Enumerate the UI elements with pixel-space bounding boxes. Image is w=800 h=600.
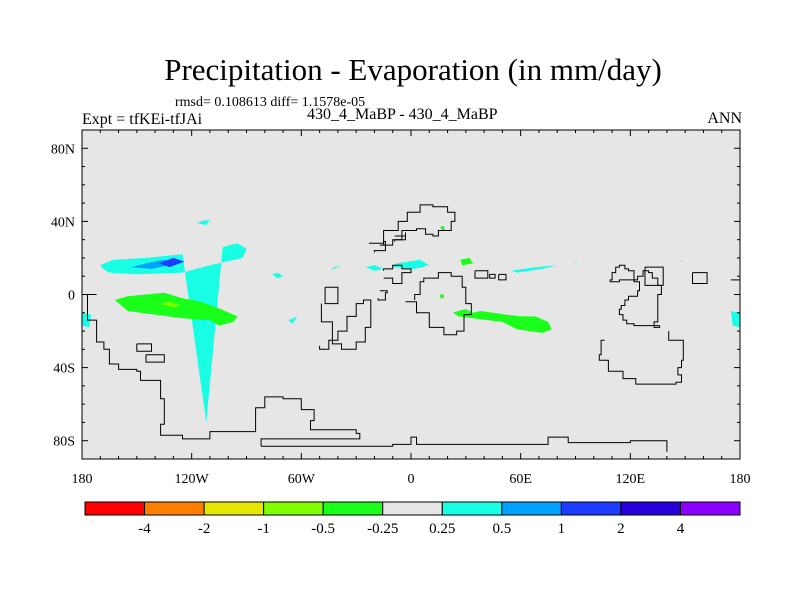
- colorbar-box-0: [84, 501, 146, 516]
- continent-outline-18: [692, 272, 708, 284]
- continent-outline-12: [369, 241, 386, 253]
- anomaly-region-5: [365, 265, 384, 271]
- colorbar-label-4: -0.25: [367, 521, 398, 537]
- anomaly-region-8: [197, 219, 210, 225]
- anomaly-region-4: [330, 265, 342, 271]
- anomaly-region-0: [100, 243, 247, 423]
- colorbar-box-8: [560, 501, 622, 516]
- continent-outline-8: [136, 343, 152, 352]
- anomaly-region-3: [272, 272, 284, 279]
- colorbar-box-1: [144, 501, 205, 516]
- colorbar-box-7: [501, 501, 562, 516]
- colorbar-label-6: 0.5: [492, 521, 511, 537]
- axis-ticks: 180 120W 60W 0 60E 120E 180 80N 40N 0 40S 80S: [51, 130, 751, 487]
- anomaly-region-17: [440, 226, 445, 231]
- anomaly-region-7: [288, 316, 298, 324]
- anomaly-region-9: [511, 265, 558, 273]
- continent-outline-15: [489, 273, 496, 279]
- anomaly-region-16: [460, 257, 474, 266]
- continent-outline-17: [644, 266, 664, 286]
- rmsd-diff-stats: rmsd= 0.108613 diff= 1.1578e-05: [175, 95, 366, 110]
- continent-outline-9: [145, 354, 165, 363]
- continent-outline-1: [261, 436, 668, 452]
- continent-outline-13: [394, 232, 406, 242]
- continent-outline-5: [405, 272, 472, 336]
- anomaly-region-11: [679, 259, 684, 262]
- anomaly-region-19: [453, 309, 552, 333]
- y-tick-label-0: 80N: [51, 142, 75, 157]
- anomaly-fills: [82, 219, 740, 423]
- colorbar-label-8: 2: [617, 521, 625, 537]
- colorbar-box-4: [322, 501, 384, 516]
- anomaly-region-15: [158, 301, 181, 308]
- continent-outline-0: [87, 294, 361, 447]
- anomaly-region-10: [573, 261, 578, 264]
- colorbar-box-9: [620, 501, 681, 516]
- colorbar-label-0: -4: [138, 521, 151, 537]
- map-background: [82, 130, 740, 459]
- continent-outline-11: [379, 204, 456, 246]
- x-tick-label-0: 180: [72, 472, 93, 487]
- y-tick-label-4: 80S: [53, 435, 75, 450]
- x-tick-label-1: 120W: [175, 472, 210, 487]
- colorbar-label-5: 0.25: [429, 521, 455, 537]
- x-tick-label-6: 180: [730, 472, 751, 487]
- anomaly-region-13: [730, 311, 740, 328]
- colorbar: -4 -2 -1 -0.5 -0.25 0.25 0.5 1 2 4: [84, 501, 741, 537]
- continent-outline-14: [474, 270, 489, 279]
- continent-outline-6: [377, 290, 388, 301]
- colorbar-label-3: -0.5: [311, 521, 335, 537]
- colorbar-box-2: [203, 501, 265, 516]
- colorbar-box-6: [441, 501, 503, 516]
- continent-outline-10: [383, 264, 412, 284]
- x-tick-label-2: 60W: [288, 472, 316, 487]
- continent-outline-3: [609, 264, 662, 328]
- y-tick-label-2: 0: [68, 289, 75, 304]
- colorbar-label-1: -2: [198, 521, 211, 537]
- experiment-label: Expt = tfKEi-tfJAi: [82, 111, 203, 128]
- colorbar-label-2: -1: [257, 521, 270, 537]
- x-tick-label-3: 0: [408, 472, 415, 487]
- plot-title: Precipitation - Evaporation (in mm/day): [164, 52, 662, 87]
- colorbar-box-3: [263, 501, 324, 516]
- colorbar-box-10: [679, 501, 741, 516]
- x-tick-label-5: 120E: [616, 472, 646, 487]
- anomaly-region-14: [114, 292, 238, 326]
- anomaly-region-18: [440, 294, 444, 299]
- y-tick-label-3: 40S: [53, 362, 75, 377]
- continent-outline-4: [319, 299, 372, 350]
- anomaly-region-12: [82, 312, 92, 328]
- season-label: ANN: [707, 110, 742, 127]
- anomaly-region-2: [158, 257, 185, 268]
- x-tick-label-4: 60E: [509, 472, 532, 487]
- continent-outline-7: [324, 286, 339, 305]
- continent-outline-16: [498, 273, 507, 281]
- colorbar-label-9: 4: [677, 521, 685, 537]
- continent-outlines: [87, 204, 740, 452]
- colorbar-label-7: 1: [558, 521, 566, 537]
- y-tick-label-1: 40N: [51, 215, 75, 230]
- continent-outline-2: [598, 331, 684, 385]
- case-names: 430_4_MaBP - 430_4_MaBP: [307, 106, 498, 123]
- colorbar-box-5: [382, 501, 443, 516]
